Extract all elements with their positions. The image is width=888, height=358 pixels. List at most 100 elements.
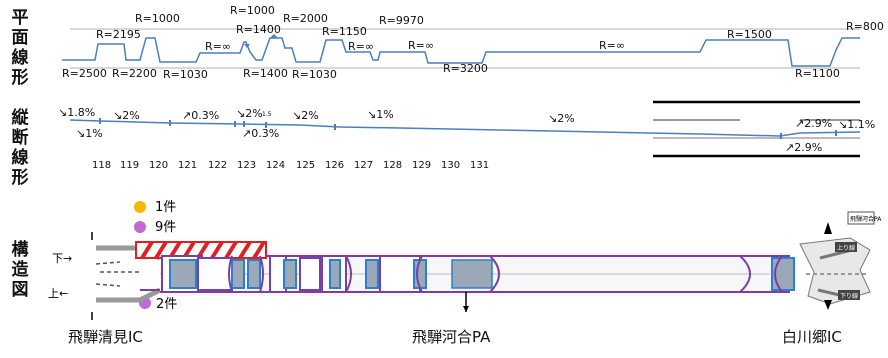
grade-label: ↗2.9%	[785, 141, 822, 154]
km-post: 121	[178, 160, 197, 171]
diagram-shape	[154, 240, 168, 260]
radius-label: R=1030	[292, 68, 337, 81]
diagram-shape	[210, 240, 224, 260]
grade-label: ↗0.3%	[182, 109, 219, 122]
interchange-name: 飛騨清見IC	[68, 328, 143, 346]
radius-label: R=2500	[62, 67, 107, 80]
km-post: 123	[237, 160, 256, 171]
bridge-segment	[451, 259, 493, 289]
label-char: 構	[11, 240, 29, 260]
km-post: 120	[149, 160, 168, 171]
radius-label: R=800	[846, 20, 884, 33]
interchange-sign-area: 飛騨河合PA 上り線 下り線	[799, 211, 882, 310]
label-char: 縦	[11, 108, 29, 128]
tunnel-portal	[345, 255, 352, 293]
km-post: 122	[208, 160, 227, 171]
km-post: 129	[412, 160, 431, 171]
grade-break-mark	[243, 121, 245, 127]
radius-label: R=1500	[727, 28, 772, 41]
profile-alignment: ↘1.8% ↘2% ↗0.3% ↘2% 1.5 ↘2% ↘1% ↘2% ↗2.9…	[58, 100, 875, 171]
km-post: 124	[266, 160, 285, 171]
bridge-segment	[771, 257, 795, 291]
radius-label: R=∞	[599, 39, 625, 52]
direction-down-label: 下→	[52, 252, 72, 265]
radius-label: R=∞	[348, 40, 374, 53]
label-char: 線	[11, 48, 29, 68]
label-char: 形	[11, 68, 29, 88]
label-char: 図	[11, 280, 29, 300]
km-post: 127	[354, 160, 373, 171]
incident-count: 2件	[156, 297, 177, 312]
radius-label: R=1030	[163, 68, 208, 81]
radius-label: R=3200	[443, 62, 488, 75]
plan-alignment-label: 平 面 線 形	[10, 8, 30, 88]
bridge-segment	[413, 259, 427, 289]
incident-count: 1件	[155, 200, 176, 215]
label-char: 面	[11, 28, 29, 48]
radius-label: R=2000	[283, 12, 328, 25]
bridge-segment	[283, 259, 297, 289]
label-char: 線	[11, 148, 29, 168]
bridge-segment	[365, 259, 379, 289]
grade-label: ↘1.1%	[838, 118, 875, 131]
label-char: 形	[11, 168, 29, 188]
grade-label: ↘1.8%	[58, 106, 95, 119]
incident-count: 9件	[155, 220, 176, 235]
up-arrow-icon	[824, 222, 832, 234]
plan-alignment: R=1000 R=2195 R=1000 R=2000 R=1400 R=115…	[62, 4, 884, 81]
radius-label: R=∞	[408, 39, 434, 52]
km-post: 118	[92, 160, 111, 171]
bridge-segment	[169, 259, 197, 289]
grade-break-mark	[334, 124, 336, 130]
purple-incident-dot	[134, 221, 146, 233]
up-sign-text: 上り線	[837, 244, 855, 252]
grade-break-mark	[99, 118, 101, 124]
bridge-segment	[231, 259, 245, 289]
structure-diagram: 1件 9件 2件 下→ 上←	[48, 200, 882, 320]
radius-label: R=1400	[236, 23, 281, 36]
grade-label: ↘2%	[548, 112, 575, 125]
pa-sign-text: 飛騨河合PA	[850, 215, 882, 223]
orange-incident-dot	[134, 201, 146, 213]
km-post: 119	[120, 160, 139, 171]
profile-grade-line	[69, 119, 861, 137]
radius-label: R=1000	[230, 4, 275, 17]
grade-label: ↘2%	[236, 107, 263, 120]
grade-break-mark	[835, 130, 837, 136]
tunnel-segment	[299, 257, 321, 291]
grade-note: 1.5	[262, 111, 272, 118]
interchange-name: 飛騨河合PA	[412, 328, 491, 346]
km-post: 130	[441, 160, 460, 171]
grade-break-mark	[234, 121, 236, 127]
grade-break-points	[99, 118, 837, 139]
tunnel-portal	[259, 255, 264, 293]
tunnel-portal	[489, 255, 500, 293]
radius-label: R=2200	[112, 67, 157, 80]
grade-label: ↘1%	[76, 127, 103, 140]
profile-alignment-label: 縦 断 線 形	[10, 108, 30, 188]
label-char: 平	[11, 8, 29, 28]
radius-label: R=1100	[795, 67, 840, 80]
curve-marker-icon	[244, 44, 250, 48]
grade-break-mark	[169, 120, 171, 126]
diagram-shape	[238, 240, 252, 260]
lane-marks	[95, 261, 121, 287]
grade-label: ↘2%	[113, 109, 140, 122]
km-post: 131	[470, 160, 489, 171]
down-sign-text: 下り線	[840, 292, 858, 300]
pa-sign-box	[847, 211, 875, 225]
up-sign-box	[835, 242, 857, 252]
km-post: 128	[383, 160, 402, 171]
km-post: 126	[325, 160, 344, 171]
radius-label: R=1150	[322, 25, 367, 38]
interchange-name: 白川郷IC	[782, 328, 842, 346]
tunnel-portal	[774, 255, 783, 293]
hazard-zone	[135, 240, 267, 260]
structure-diagram-label: 構 造 図	[10, 240, 30, 300]
diagram-shape	[252, 240, 266, 260]
plan-curvature-line	[62, 37, 860, 67]
tunnel-portal	[416, 255, 423, 293]
diagram-shape	[140, 240, 154, 260]
tunnel-portals	[228, 255, 783, 293]
